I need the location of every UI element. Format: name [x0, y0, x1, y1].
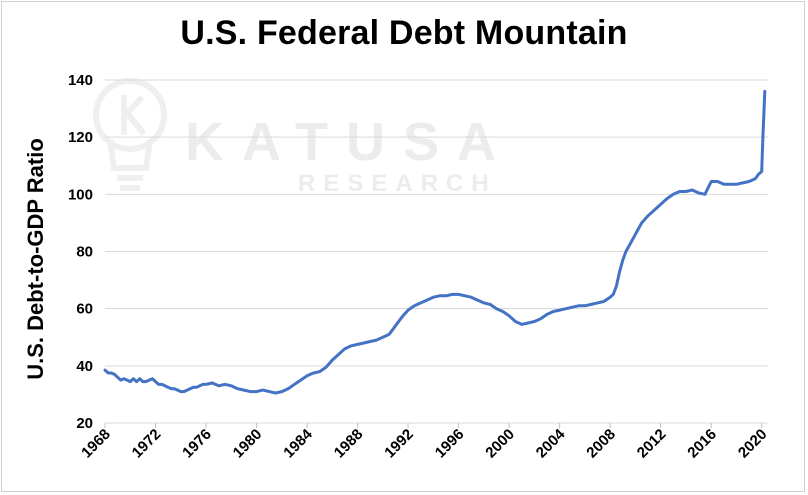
x-tick-label: 1972 [129, 426, 165, 462]
y-tick-label: 140 [68, 72, 93, 89]
y-axis-label: U.S. Debt-to-GDP Ratio [23, 138, 48, 380]
x-tick-label: 1984 [280, 425, 316, 461]
chart-title: U.S. Federal Debt Mountain [180, 14, 628, 52]
y-tick-label: 80 [76, 244, 93, 261]
x-tick-label: 1980 [230, 426, 266, 462]
watermark-brand: KATUSA [185, 112, 514, 172]
x-tick-label: 2000 [482, 426, 518, 462]
y-tick-label: 100 [68, 186, 93, 203]
x-tick-label: 2016 [684, 426, 720, 462]
x-tick-label: 2020 [735, 426, 771, 462]
y-tick-label: 40 [76, 358, 93, 375]
y-tick-label: 60 [76, 301, 93, 318]
series-line-0 [103, 89, 767, 395]
y-tick-label: 120 [68, 129, 93, 146]
lightbulb-k-logo-icon [93, 78, 167, 191]
x-tick-label: 1988 [331, 426, 367, 462]
x-tick-label: 1976 [179, 426, 215, 462]
x-tick-label: 1992 [381, 426, 417, 462]
x-tick-label: 2004 [533, 425, 569, 461]
x-tick-label: 2008 [583, 426, 619, 462]
watermark-sub: RESEARCH [298, 170, 497, 197]
x-tick-label: 2012 [634, 426, 670, 462]
watermark: KATUSA RESEARCH [93, 78, 514, 197]
y-tick-label: 20 [76, 415, 93, 432]
x-tick-label: 1996 [432, 426, 468, 462]
